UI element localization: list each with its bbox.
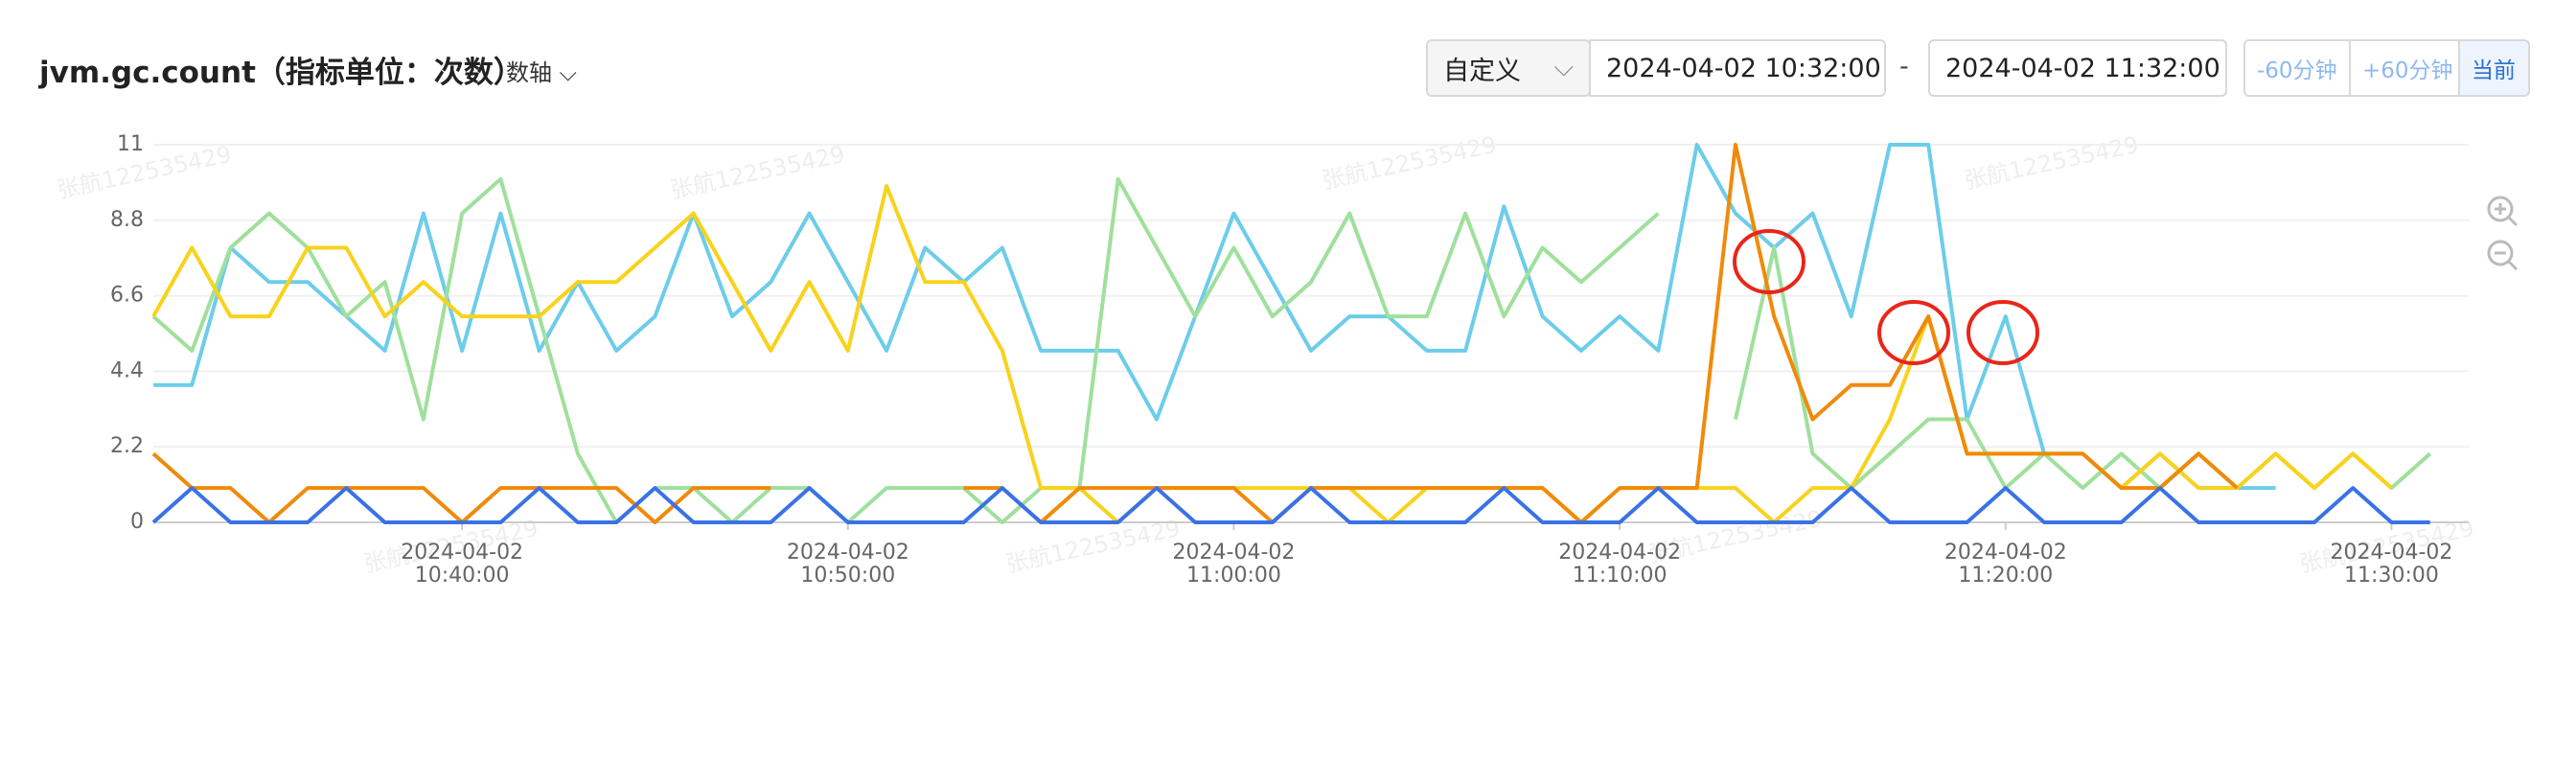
y-tick-label: 8.8 (110, 208, 144, 232)
x-tick-label: 2024-04-02 10:40:00 (401, 541, 523, 588)
x-tick-time: 10:50:00 (800, 564, 895, 588)
x-tick-date: 2024-04-02 (1558, 541, 1681, 565)
end-input[interactable]: 2024-04-02 11:32:00 (1928, 39, 2227, 97)
start-time: 2024-04-02 10:32:00 (1606, 53, 1881, 83)
watermark: 张航122535429 (668, 141, 847, 204)
x-tick-time: 11:10:00 (1573, 564, 1668, 588)
x-tick-label: 2024-04-02 11:30:00 (2331, 541, 2453, 588)
y-tick-label: 4.4 (110, 358, 144, 382)
watermark: 张航122535429 (1962, 131, 2141, 195)
watermark: 张航122535429 (55, 141, 234, 204)
y-tick-label: 2.2 (110, 434, 144, 458)
x-tick-time: 10:40:00 (415, 564, 510, 588)
x-tick-label: 2024-04-02 10:50:00 (787, 541, 909, 588)
x-tick-date: 2024-04-02 (2331, 541, 2453, 565)
x-tick-date: 2024-04-02 (787, 541, 909, 565)
series-line (151, 143, 2239, 524)
button-label: +60分钟 (2362, 58, 2453, 83)
annotations (1733, 229, 2039, 365)
watermark: 张航122535429 (361, 515, 540, 578)
series-line (151, 486, 2430, 524)
y-tick-label: 11 (117, 132, 144, 156)
minus-60-button[interactable]: -60分钟 (2243, 39, 2351, 97)
highlight-circle (1733, 229, 1806, 294)
series-line (151, 176, 2432, 524)
now-button[interactable]: 当前 (2458, 39, 2530, 97)
x-tick-label: 2024-04-02 11:20:00 (1944, 541, 2067, 588)
zoom-out[interactable] (2487, 240, 2518, 271)
series-line (153, 143, 2276, 491)
watermark: 张航122535429 (1645, 505, 1825, 568)
x-tick-time: 11:30:00 (2344, 564, 2439, 588)
button-label: -60分钟 (2257, 58, 2337, 83)
zoom-in[interactable] (2487, 196, 2518, 227)
separator: - (1899, 52, 1909, 81)
highlight-circle (1877, 300, 1950, 365)
watermark: 张航122535429 (1320, 131, 1499, 195)
watermark: 张航122535429 (2297, 515, 2476, 578)
series-line (151, 183, 2393, 524)
axis-toggle[interactable]: 数轴 ⌵ (506, 59, 577, 86)
range-mode: 自定义 (1443, 56, 1521, 86)
highlight-circle (1966, 300, 2039, 365)
end-time: 2024-04-02 11:32:00 (1945, 53, 2220, 83)
x-tick-date: 2024-04-02 (1173, 541, 1296, 565)
x-tick-date: 2024-04-02 (1944, 541, 2067, 565)
y-tick-label: 6.6 (110, 284, 144, 308)
x-tick-time: 11:00:00 (1186, 564, 1281, 588)
x-tick-time: 11:20:00 (1958, 564, 2053, 588)
x-tick-date: 2024-04-02 (401, 541, 523, 565)
x-tick-label: 2024-04-02 11:00:00 (1173, 541, 1296, 588)
caret: ⌵ (1553, 53, 1574, 82)
axis-toggle-label: 数轴 (506, 59, 552, 86)
plus-60-button[interactable]: +60分钟 (2349, 39, 2460, 97)
title: jvm.gc.count（指标单位：次数） (39, 56, 523, 90)
start-input[interactable]: 2024-04-02 10:32:00 (1589, 39, 1886, 97)
x-tick-label: 2024-04-02 11:10:00 (1558, 541, 1681, 588)
range-select[interactable]: 自定义 ⌵ (1426, 39, 1591, 97)
button-label: 当前 (2472, 58, 2516, 83)
y-tick-label: 0 (130, 510, 144, 534)
watermark: 张航122535429 (1003, 515, 1183, 578)
